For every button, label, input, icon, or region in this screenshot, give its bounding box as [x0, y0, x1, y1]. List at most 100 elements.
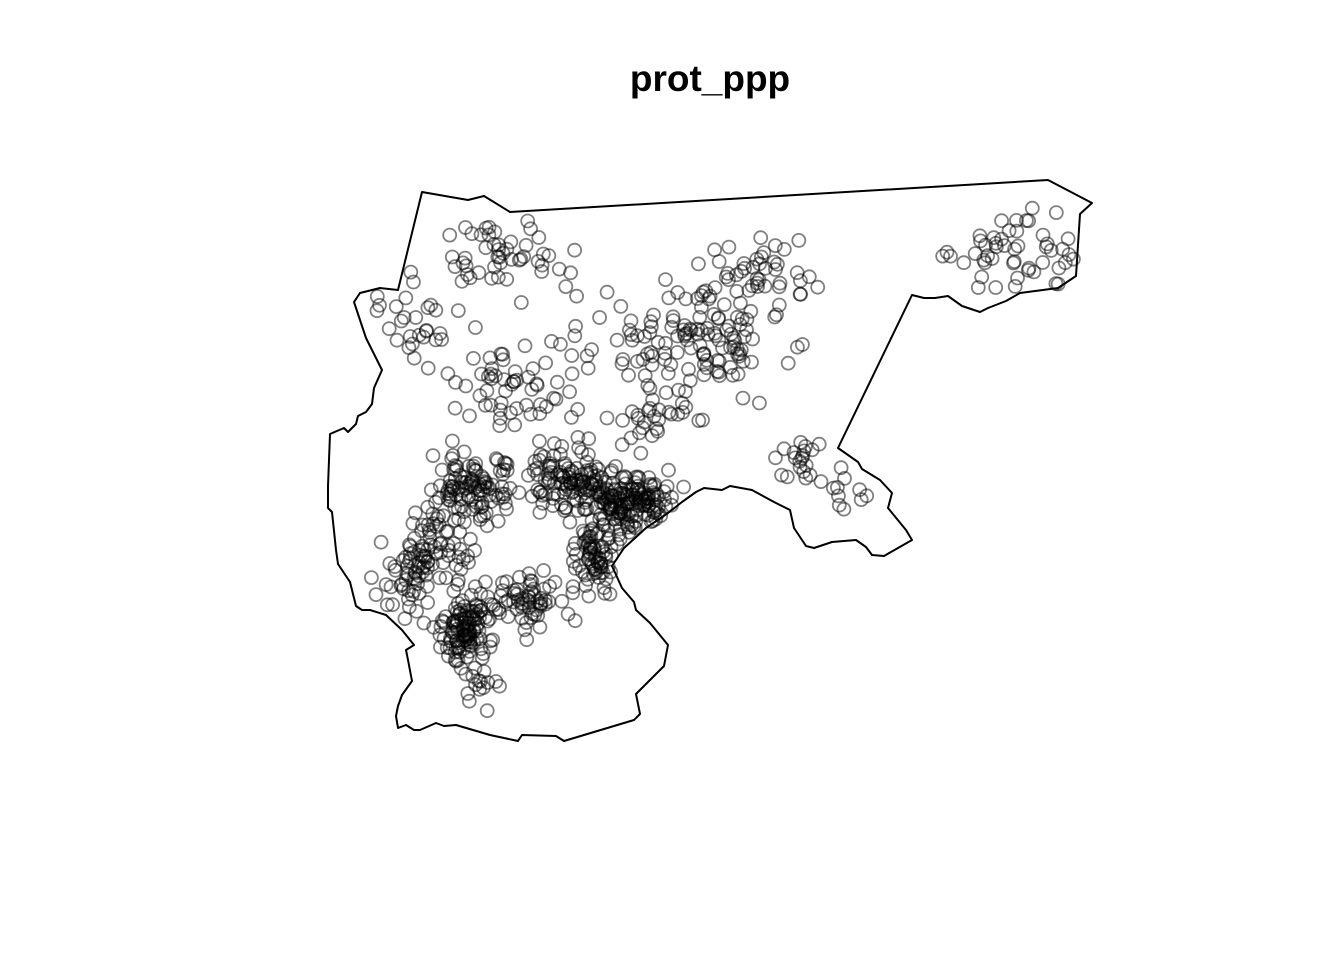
- event-point: [623, 313, 639, 329]
- event-point: [530, 253, 546, 269]
- event-point: [499, 462, 515, 478]
- event-point: [599, 410, 615, 426]
- event-point: [545, 458, 561, 474]
- event-point: [567, 613, 583, 629]
- event-point: [434, 613, 450, 629]
- event-point: [711, 353, 727, 369]
- event-point: [438, 570, 454, 586]
- event-point: [407, 505, 423, 521]
- event-point: [484, 361, 500, 377]
- event-point: [587, 540, 602, 555]
- event-point: [660, 365, 676, 381]
- event-point: [798, 470, 814, 486]
- event-point: [480, 369, 496, 384]
- event-point: [650, 334, 666, 350]
- event-point: [432, 570, 448, 586]
- event-point: [423, 482, 439, 498]
- event-point: [467, 320, 483, 335]
- event-point: [499, 271, 515, 287]
- event-point: [408, 310, 424, 325]
- event-point: [492, 410, 508, 426]
- event-point: [468, 463, 484, 479]
- event-point: [602, 586, 618, 602]
- event-point: [721, 272, 736, 288]
- event-point: [491, 602, 507, 617]
- event-point: [469, 631, 485, 647]
- event-point: [420, 595, 436, 610]
- event-point: [514, 610, 530, 626]
- event-point: [607, 481, 623, 497]
- event-point: [544, 333, 559, 349]
- event-point: [434, 332, 450, 347]
- event-point: [536, 563, 551, 578]
- event-point: [656, 484, 672, 500]
- event-point: [646, 487, 662, 503]
- event-point: [1007, 241, 1022, 257]
- event-point: [642, 325, 658, 341]
- event-point: [500, 609, 516, 625]
- event-point: [596, 517, 612, 533]
- event-point: [532, 619, 548, 635]
- event-point: [692, 338, 708, 353]
- event-point: [484, 477, 500, 493]
- event-point: [1024, 200, 1040, 216]
- event-point: [504, 251, 519, 267]
- event-point: [695, 412, 710, 428]
- event-point: [580, 360, 596, 376]
- event-point: [507, 364, 523, 380]
- event-point: [550, 487, 565, 503]
- event-point: [651, 412, 667, 428]
- event-point: [669, 345, 685, 360]
- event-point: [624, 509, 640, 524]
- event-point: [674, 395, 690, 411]
- event-point: [696, 367, 712, 383]
- event-point: [434, 462, 450, 478]
- event-point: [683, 340, 699, 356]
- event-point: [480, 675, 496, 690]
- event-point: [581, 431, 597, 447]
- event-point: [1009, 223, 1025, 239]
- event-point: [776, 441, 792, 457]
- event-point: [749, 271, 765, 286]
- event-point: [554, 593, 570, 609]
- event-point: [445, 448, 461, 463]
- event-point: [536, 581, 552, 597]
- event-point: [551, 261, 567, 277]
- event-point: [632, 425, 647, 441]
- event-point: [487, 368, 503, 384]
- event-point: [553, 336, 568, 352]
- event-point: [798, 439, 813, 454]
- event-point: [385, 597, 401, 613]
- event-point: [744, 278, 760, 294]
- event-point: [735, 390, 751, 406]
- event-point: [506, 583, 522, 598]
- event-point: [479, 383, 495, 399]
- event-point: [696, 346, 712, 362]
- event-point: [425, 506, 441, 522]
- event-point: [643, 514, 659, 530]
- event-point: [637, 368, 653, 384]
- event-point: [458, 629, 473, 644]
- event-point: [530, 593, 545, 609]
- event-point: [750, 279, 765, 294]
- event-point: [451, 638, 466, 654]
- event-point: [597, 585, 613, 601]
- event-point: [477, 479, 493, 495]
- event-point: [721, 239, 737, 255]
- event-point: [641, 403, 656, 419]
- event-point: [640, 377, 656, 393]
- event-point: [446, 513, 462, 528]
- event-point: [525, 361, 541, 377]
- event-point: [448, 462, 464, 478]
- event-point: [633, 445, 649, 461]
- event-point: [442, 640, 458, 656]
- event-point: [423, 297, 439, 313]
- event-point: [736, 256, 752, 271]
- event-point: [517, 338, 533, 354]
- event-point: [499, 574, 515, 590]
- event-point: [1050, 276, 1066, 292]
- event-point: [972, 228, 988, 244]
- event-point: [780, 355, 796, 371]
- event-point: [626, 518, 642, 534]
- event-point: [531, 230, 547, 245]
